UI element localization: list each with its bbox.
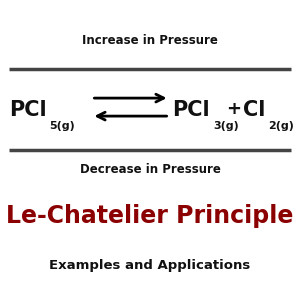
Text: PCl: PCl [172, 100, 210, 119]
Text: 5(g): 5(g) [49, 121, 75, 131]
Text: 3(g): 3(g) [213, 121, 239, 131]
Text: Cl: Cl [243, 100, 266, 119]
Text: +: + [226, 100, 242, 118]
Text: Le-Chatelier Principle: Le-Chatelier Principle [6, 204, 294, 228]
Text: Examples and Applications: Examples and Applications [50, 259, 250, 272]
Text: Increase in Pressure: Increase in Pressure [82, 34, 218, 47]
Text: Decrease in Pressure: Decrease in Pressure [80, 163, 220, 176]
Text: 2(g): 2(g) [268, 121, 294, 131]
Text: PCl: PCl [9, 100, 46, 119]
